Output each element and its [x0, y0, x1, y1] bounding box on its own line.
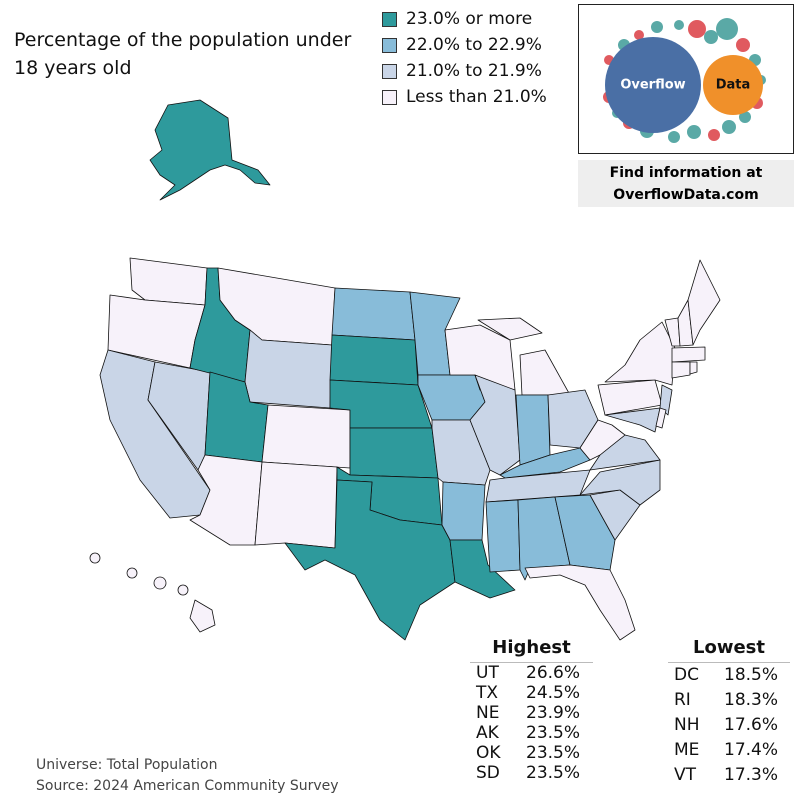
state — [89, 552, 101, 564]
state — [515, 394, 551, 466]
state-value: 23.5% — [526, 743, 581, 763]
state — [129, 257, 208, 306]
state-value: 23.5% — [526, 763, 581, 783]
state — [153, 576, 167, 590]
table-row: UT 26.6% — [470, 663, 593, 683]
state-code: OK — [476, 743, 501, 763]
state — [604, 407, 661, 433]
highest-table: Highest UT 26.6% TX 24.5% NE 23.9% AK 23.5% OK 23.… — [470, 634, 593, 783]
state-code: TX — [476, 683, 499, 703]
table-row: NH 17.6% — [668, 713, 790, 738]
promo[interactable]: Find information at OverflowData.com — [578, 160, 794, 207]
state — [477, 317, 543, 341]
footnotes: Universe: Total Population Source: 2024 … — [36, 755, 339, 797]
legend-swatch — [382, 37, 397, 53]
logo-circle — [605, 37, 701, 133]
state — [671, 361, 691, 379]
legend-label: 23.0% or more — [406, 9, 533, 29]
state — [329, 334, 419, 386]
state-code: NH — [674, 715, 700, 735]
footnote: Universe: Total Population — [36, 757, 218, 773]
state-value: 17.3% — [724, 765, 779, 785]
table-row: OK 23.5% — [470, 743, 593, 763]
promo-line: Find information at — [609, 165, 763, 181]
state-code: SD — [476, 763, 500, 783]
state-code: ME — [674, 740, 700, 760]
state-code: VT — [674, 765, 697, 785]
logo: Overflow Data — [578, 4, 794, 154]
state-code: NE — [476, 703, 500, 723]
table-title: Lowest — [668, 634, 790, 663]
table-title: Highest — [470, 634, 593, 663]
state — [524, 564, 636, 641]
legend: 23.0% or more 22.0% to 22.9% 21.0% to 21.9… — [382, 6, 547, 110]
lowest-table: Lowest DC 18.5% RI 18.3% NH 17.6% ME 17.4% VT 17.3… — [668, 634, 790, 788]
logo-word: Overflow — [620, 78, 685, 93]
state — [671, 346, 706, 363]
table-row: TX 24.5% — [470, 683, 593, 703]
state-value: 18.5% — [724, 665, 779, 685]
state — [177, 584, 189, 596]
state — [189, 599, 216, 633]
legend-item: 22.0% to 22.9% — [382, 32, 547, 58]
legend-item: 23.0% or more — [382, 6, 547, 32]
legend-item: 21.0% to 21.9% — [382, 58, 547, 84]
state-value: 17.4% — [724, 740, 779, 760]
state-code: AK — [476, 723, 499, 743]
legend-item: Less than 21.0% — [382, 84, 547, 110]
state — [687, 259, 721, 346]
legend-swatch — [382, 89, 397, 105]
state — [417, 374, 486, 421]
state — [254, 461, 338, 549]
state — [655, 407, 667, 429]
state — [519, 349, 571, 396]
footnote: Source: 2024 American Community Survey — [36, 778, 339, 794]
state — [284, 479, 456, 641]
state-value: 23.9% — [526, 703, 581, 723]
legend-swatch — [382, 11, 397, 27]
state-value: 26.6% — [526, 663, 581, 683]
state — [604, 321, 676, 386]
state — [659, 384, 673, 416]
legend-label: Less than 21.0% — [406, 87, 547, 107]
table-row: ME 17.4% — [668, 738, 790, 763]
state — [579, 419, 626, 461]
state — [485, 499, 521, 573]
legend-label: 22.0% to 22.9% — [406, 35, 542, 55]
state-value: 18.3% — [724, 690, 779, 710]
legend-swatch — [382, 63, 397, 79]
state-code: UT — [476, 663, 499, 683]
table-row: AK 23.5% — [470, 723, 593, 743]
table-row: DC 18.5% — [668, 663, 790, 688]
state-value: 24.5% — [526, 683, 581, 703]
state-value: 17.6% — [724, 715, 779, 735]
state — [485, 469, 591, 503]
table-row: VT 17.3% — [668, 763, 790, 788]
state — [149, 99, 271, 201]
legend-label: 21.0% to 21.9% — [406, 61, 542, 81]
logo-word: Data — [716, 78, 751, 93]
state — [441, 481, 486, 541]
state-code: RI — [674, 690, 691, 710]
state — [331, 287, 416, 341]
table-row: SD 23.5% — [470, 763, 593, 783]
state — [261, 404, 351, 469]
state — [689, 361, 698, 375]
promo-link[interactable]: OverflowData.com — [613, 187, 759, 203]
state — [589, 434, 661, 471]
table-row: RI 18.3% — [668, 688, 790, 713]
state — [449, 539, 516, 599]
state — [126, 567, 138, 579]
state — [579, 459, 661, 506]
state-value: 23.5% — [526, 723, 581, 743]
title: Percentage of the population under 18 ye… — [14, 29, 352, 79]
logo-circle — [703, 55, 763, 115]
state — [349, 427, 439, 479]
state-code: DC — [674, 665, 699, 685]
table-row: NE 23.9% — [470, 703, 593, 723]
logo-graphic: Overflow Data — [603, 18, 766, 143]
